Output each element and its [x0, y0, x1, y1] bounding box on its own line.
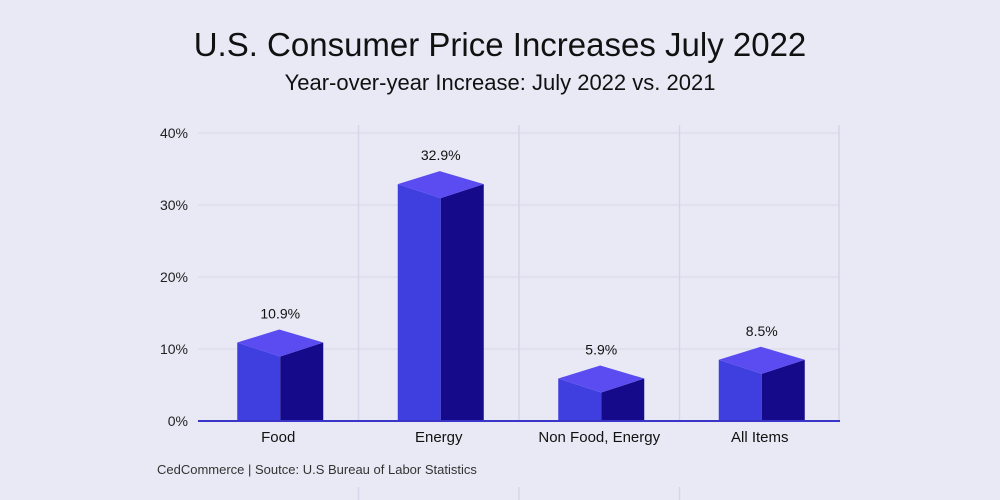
bar-top-face: [558, 365, 645, 393]
x-tick-label: Energy: [415, 429, 463, 446]
data-label: 10.9%: [260, 306, 300, 322]
y-tick-label: 40%: [160, 125, 188, 141]
x-tick-label: All Items: [731, 429, 789, 446]
bar: [237, 329, 324, 421]
bar-front-face: [558, 378, 602, 421]
bar-front-face: [237, 342, 281, 421]
bar-top-face: [397, 171, 484, 199]
bar-top-face: [237, 329, 324, 357]
bar-front-face: [397, 184, 441, 421]
bar-top-face: [718, 346, 805, 374]
bar-side-face: [761, 359, 805, 421]
bar: [718, 346, 805, 421]
chart-subtitle: Year-over-year Increase: July 2022 vs. 2…: [284, 70, 716, 95]
bar: [558, 365, 645, 421]
y-tick-label: 20%: [160, 269, 188, 285]
bar-side-face: [601, 378, 645, 421]
chart-title: U.S. Consumer Price Increases July 2022: [193, 26, 807, 63]
data-label: 8.5%: [746, 323, 778, 339]
bar: [397, 171, 484, 421]
y-tick-label: 10%: [160, 341, 188, 357]
bar-front-face: [718, 359, 762, 421]
y-tick-label: 30%: [160, 197, 188, 213]
data-label: 32.9%: [421, 147, 461, 163]
data-label: 5.9%: [585, 342, 617, 358]
x-tick-label: Non Food, Energy: [538, 429, 660, 446]
source-note: CedCommerce | Soutce: U.S Bureau of Labo…: [157, 462, 477, 477]
x-tick-label: Food: [261, 429, 295, 446]
y-tick-label: 0%: [168, 413, 188, 429]
bar-side-face: [440, 184, 484, 421]
bar-side-face: [280, 342, 324, 421]
